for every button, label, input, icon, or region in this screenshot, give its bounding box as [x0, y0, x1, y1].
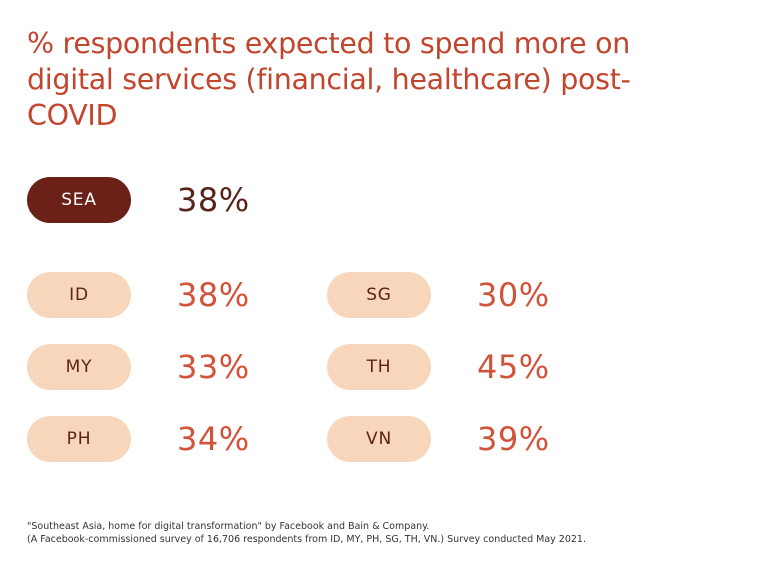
- country-label: ID: [69, 285, 89, 305]
- country-label: TH: [366, 357, 392, 377]
- region-value-sea: 38%: [177, 181, 250, 219]
- footnote: "Southeast Asia, home for digital transf…: [27, 520, 747, 546]
- country-label: MY: [65, 357, 93, 377]
- footnote-survey: (A Facebook-commissioned survey of 16,70…: [27, 534, 586, 545]
- country-label: SG: [366, 285, 392, 305]
- country-value-ph: 34%: [177, 420, 250, 458]
- country-label: PH: [66, 429, 92, 449]
- country-pill-vn: VN: [327, 416, 431, 462]
- country-value-th: 45%: [477, 348, 550, 386]
- country-value-my: 33%: [177, 348, 250, 386]
- region-pill-sea: SEA: [27, 177, 131, 223]
- country-value-vn: 39%: [477, 420, 550, 458]
- footnote-source: "Southeast Asia, home for digital transf…: [27, 521, 430, 532]
- country-pill-ph: PH: [27, 416, 131, 462]
- country-value-sg: 30%: [477, 276, 550, 314]
- country-pill-sg: SG: [327, 272, 431, 318]
- country-label: VN: [366, 429, 392, 449]
- country-pill-th: TH: [327, 344, 431, 390]
- chart-title: % respondents expected to spend more on …: [27, 27, 631, 132]
- country-pill-id: ID: [27, 272, 131, 318]
- country-pill-my: MY: [27, 344, 131, 390]
- country-value-id: 38%: [177, 276, 250, 314]
- region-label: SEA: [61, 190, 97, 210]
